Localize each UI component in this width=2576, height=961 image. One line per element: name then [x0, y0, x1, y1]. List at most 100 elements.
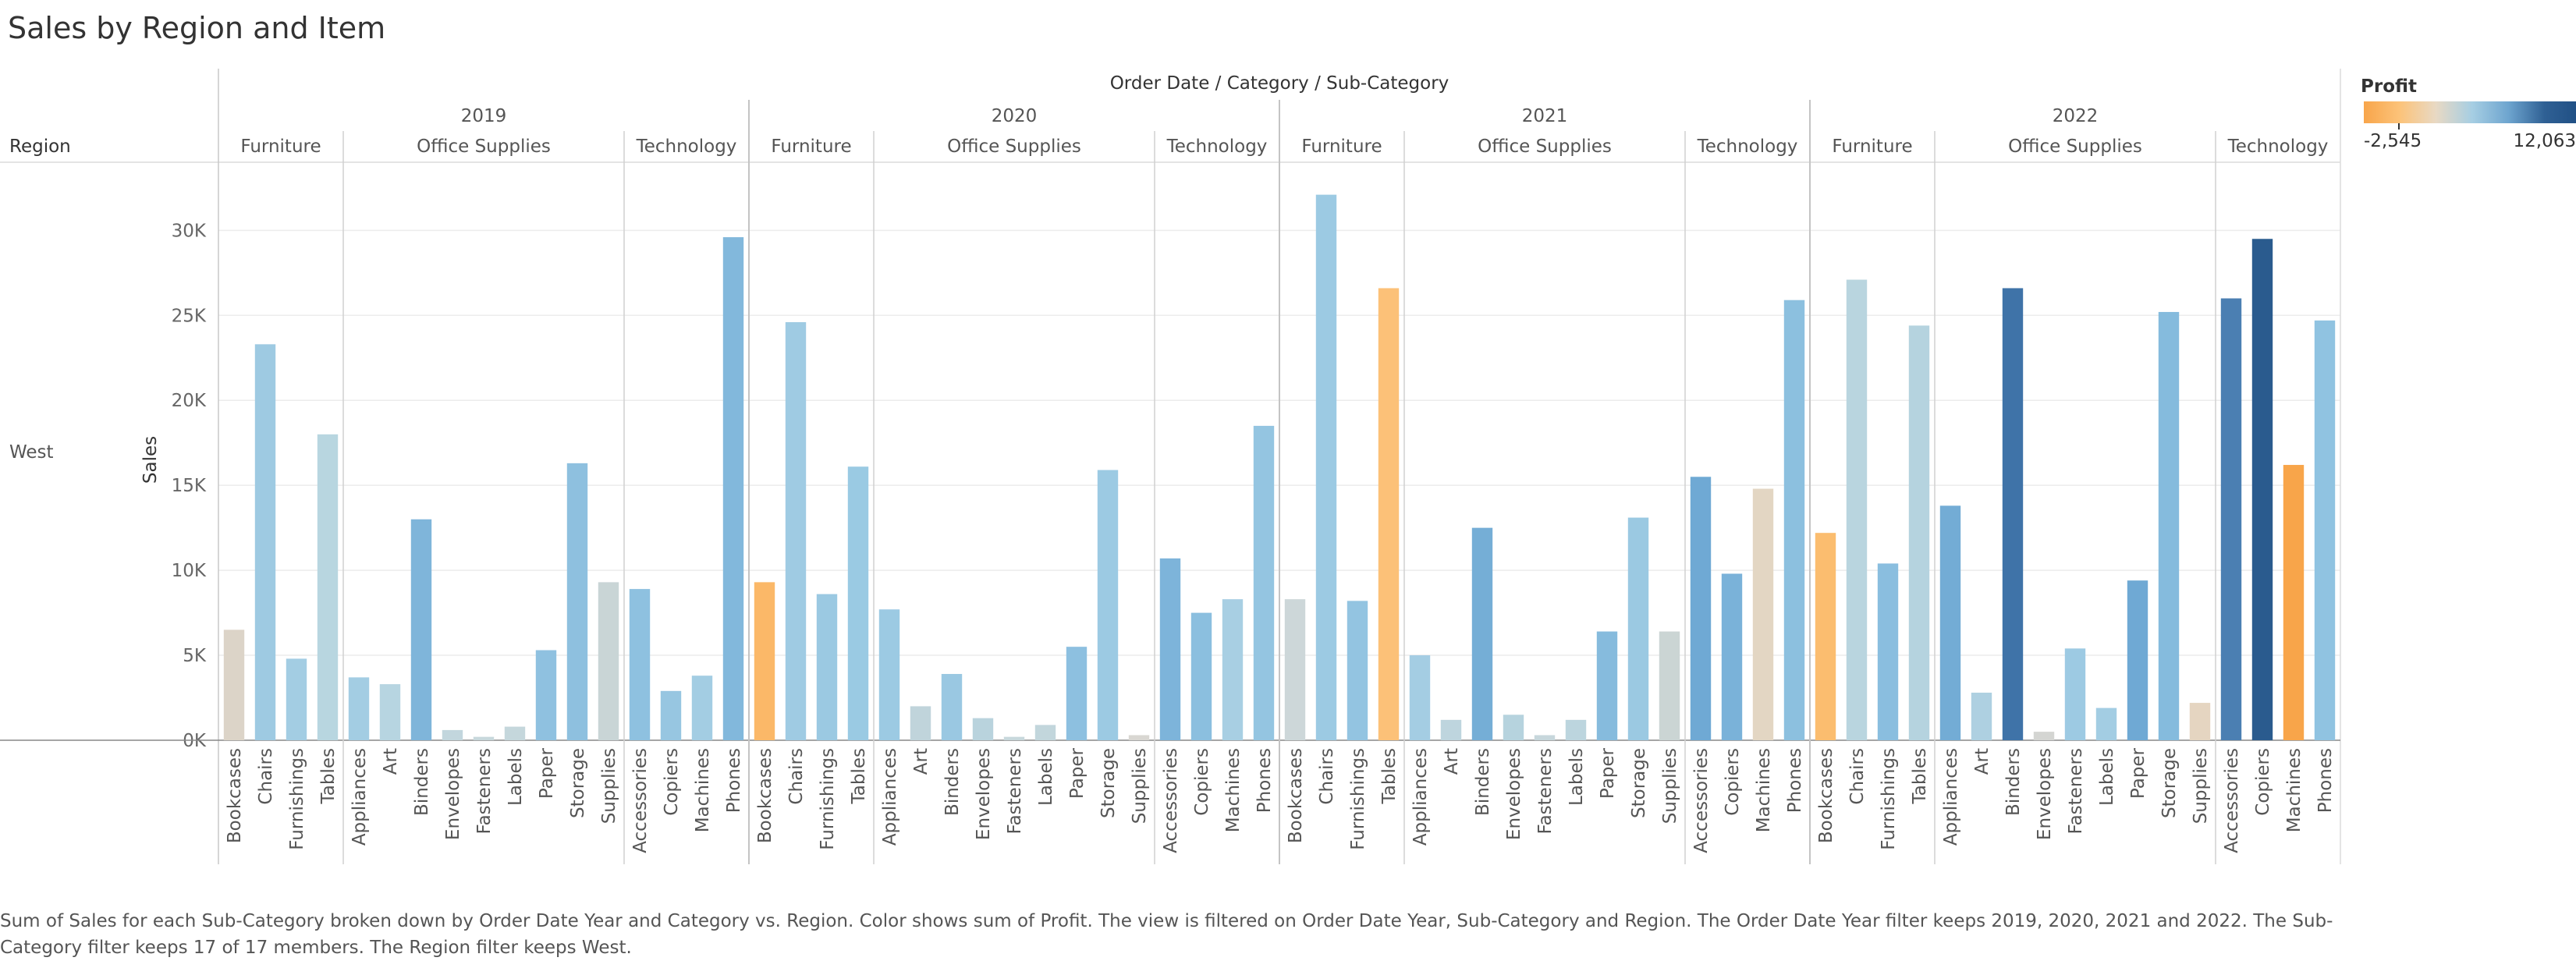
- bar-2020-appliances: [878, 609, 900, 740]
- x-tick-label: Furnishings: [1879, 748, 1899, 850]
- bar-2021-bookcases: [1284, 599, 1306, 740]
- bar-2019-copiers: [660, 690, 682, 740]
- bar-2020-furnishings: [816, 594, 838, 740]
- y-tick-label: 10K: [172, 561, 207, 581]
- legend-min-label: -2,545: [2364, 131, 2422, 151]
- year-header: 2019: [461, 106, 507, 126]
- bar-2019-art: [379, 684, 401, 740]
- x-tick-label: Fasteners: [2066, 748, 2086, 835]
- x-tick-label: Machines: [1754, 748, 1774, 832]
- category-header: Office Supplies: [2008, 137, 2142, 157]
- x-tick-label: Binders: [412, 748, 432, 816]
- category-header: Furniture: [1832, 137, 1912, 157]
- bar-2022-accessories: [2220, 298, 2242, 740]
- bar-2021-labels: [1565, 719, 1587, 740]
- x-tick-label: Accessories: [1691, 748, 1712, 853]
- row-header: Region: [9, 137, 71, 157]
- x-tick-label: Accessories: [2222, 748, 2242, 853]
- x-tick-label: Supplies: [2191, 748, 2211, 824]
- year-header: 2022: [2053, 106, 2099, 126]
- x-tick-label: Appliances: [880, 748, 900, 846]
- bar-2020-bookcases: [754, 582, 775, 740]
- y-axis-title: Sales: [140, 436, 161, 484]
- bar-2020-machines: [1222, 599, 1244, 740]
- bar-2022-paper: [2127, 580, 2148, 740]
- x-tick-label: Labels: [506, 748, 526, 806]
- x-tick-label: Binders: [942, 748, 963, 816]
- category-header: Technology: [636, 137, 737, 157]
- x-tick-label: Copiers: [662, 748, 682, 816]
- x-tick-label: Furnishings: [818, 748, 838, 850]
- bar-2019-supplies: [598, 582, 619, 740]
- x-tick-label: Bookcases: [225, 748, 245, 843]
- x-tick-label: Paper: [1067, 747, 1088, 799]
- bar-2020-copiers: [1190, 612, 1212, 740]
- x-tick-label: Art: [1972, 748, 1992, 775]
- bar-2022-copiers: [2251, 239, 2273, 740]
- bar-2021-phones: [1783, 300, 1805, 740]
- x-tick-label: Chairs: [1317, 748, 1337, 805]
- bar-2019-envelopes: [442, 729, 463, 740]
- x-tick-label: Chairs: [786, 748, 807, 805]
- category-header: Office Supplies: [417, 137, 551, 157]
- bar-2022-chairs: [1846, 279, 1868, 741]
- x-tick-label: Labels: [1036, 748, 1056, 806]
- bar-2021-envelopes: [1503, 715, 1524, 740]
- bar-2020-storage: [1097, 470, 1119, 740]
- x-tick-label: Phones: [2315, 748, 2336, 813]
- x-tick-label: Storage: [1629, 748, 1649, 818]
- x-tick-label: Tables: [318, 748, 339, 804]
- x-tick-label: Fasteners: [1005, 748, 1025, 835]
- x-tick-label: Accessories: [630, 748, 651, 853]
- bar-2021-appliances: [1409, 655, 1431, 740]
- bar-2020-art: [910, 706, 931, 740]
- x-tick-label: Labels: [1567, 748, 1587, 806]
- bar-2019-storage: [566, 463, 588, 740]
- x-tick-label: Copiers: [2253, 748, 2273, 816]
- chart-caption: Sum of Sales for each Sub-Category broke…: [0, 911, 2333, 958]
- x-tick-label: Art: [911, 748, 931, 775]
- x-tick-label: Labels: [2097, 748, 2117, 806]
- x-tick-label: Bookcases: [1286, 748, 1306, 843]
- bar-2020-binders: [941, 674, 963, 740]
- bar-2021-copiers: [1721, 573, 1743, 740]
- x-tick-label: Phones: [1785, 748, 1805, 813]
- bar-2022-bookcases: [1815, 533, 1836, 740]
- category-header: Furniture: [1301, 137, 1382, 157]
- bar-2022-furnishings: [1877, 563, 1899, 740]
- bar-2019-binders: [410, 519, 432, 740]
- bar-2021-art: [1440, 719, 1462, 740]
- x-tick-label: Storage: [2159, 748, 2180, 818]
- bar-2020-tables: [847, 466, 869, 740]
- bar-2022-labels: [2095, 707, 2117, 740]
- x-tick-label: Phones: [724, 748, 744, 813]
- y-tick-label: 5K: [183, 646, 207, 666]
- bar-2021-accessories: [1690, 477, 1712, 740]
- x-tick-label: Copiers: [1192, 748, 1212, 816]
- x-tick-label: Art: [381, 748, 401, 775]
- legend-title: Profit: [2361, 76, 2418, 97]
- x-tick-label: Appliances: [349, 748, 370, 846]
- legend-max-label: 12,063: [2513, 131, 2576, 151]
- profit-legend: Profit -2,545 12,063: [2356, 75, 2576, 162]
- bar-2019-labels: [504, 726, 526, 740]
- x-tick-label: Storage: [1098, 748, 1119, 818]
- x-tick-label: Appliances: [1941, 748, 1961, 846]
- x-tick-label: Paper: [537, 747, 557, 799]
- x-tick-label: Machines: [1223, 748, 1244, 832]
- legend-zero-tick: [2398, 123, 2400, 129]
- bar-2019-accessories: [629, 589, 651, 740]
- x-tick-label: Appliances: [1410, 748, 1431, 846]
- bar-2022-tables: [1908, 325, 1930, 741]
- year-header: 2021: [1522, 106, 1568, 126]
- category-header: Office Supplies: [1478, 137, 1612, 157]
- x-tick-label: Tables: [849, 748, 869, 804]
- x-tick-label: Machines: [693, 748, 713, 832]
- bar-2022-binders: [2002, 288, 2024, 741]
- x-tick-label: Bookcases: [755, 748, 775, 843]
- bar-2019-machines: [691, 676, 713, 740]
- bar-2019-paper: [535, 650, 557, 740]
- x-tick-label: Bookcases: [1816, 748, 1836, 843]
- bar-2019-tables: [317, 434, 339, 740]
- category-header: Office Supplies: [947, 137, 1081, 157]
